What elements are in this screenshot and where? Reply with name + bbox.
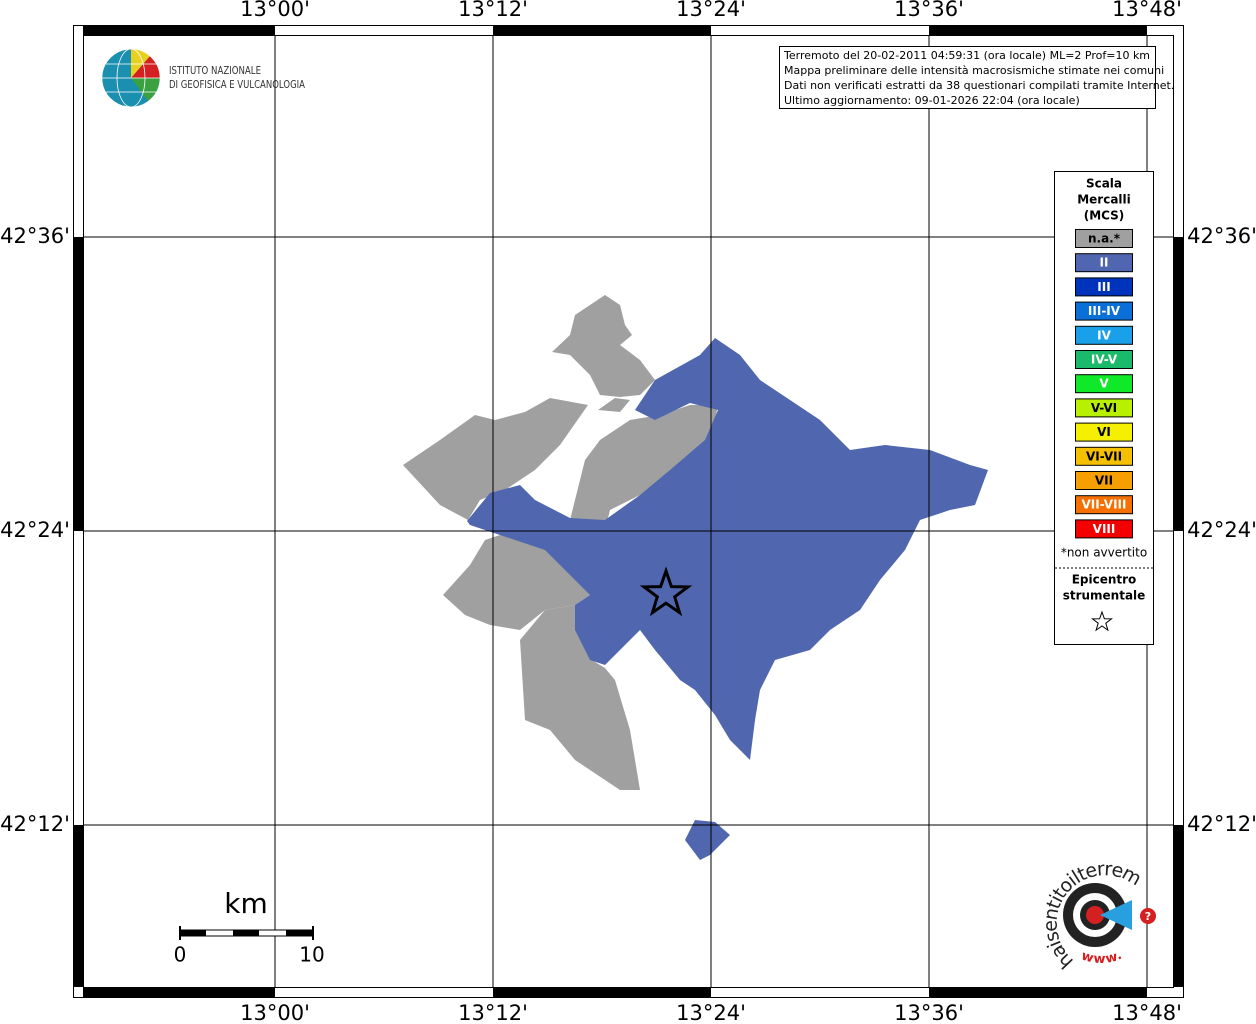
lon-label: 13°00'	[240, 0, 310, 21]
scale-label: 10	[299, 943, 324, 967]
legend-swatch	[1075, 398, 1133, 418]
epicenter-star	[639, 566, 693, 617]
region-na	[598, 398, 630, 412]
info-line: Mappa preliminare delle intensità macros…	[784, 64, 1164, 77]
legend-label: IV-V	[1091, 353, 1118, 367]
ingv-text: DI GEOFISICA E VULCANOLOGIA	[169, 78, 305, 91]
lat-label: 42°36'	[0, 224, 70, 248]
legend-swatch	[1075, 471, 1133, 490]
intensity-regions	[403, 295, 988, 860]
lat-label: 42°36'	[1187, 224, 1256, 248]
ingv-logo	[101, 48, 161, 108]
legend-swatch	[1075, 495, 1133, 515]
legend-label: VI-VII	[1086, 449, 1122, 463]
lat-label: 42°12'	[0, 812, 70, 836]
lon-label: 13°36'	[894, 0, 964, 21]
legend-label: V	[1099, 377, 1109, 391]
frame-inner	[83, 35, 1174, 988]
region-ii	[467, 338, 988, 760]
lat-label: 42°24'	[1187, 518, 1256, 542]
info-line: Dati non verificati estratti da 38 quest…	[784, 79, 1174, 92]
legend-swatch	[1075, 277, 1133, 297]
legend-note: *non avvertito	[1061, 546, 1147, 560]
legend-epicenter: Epicentro	[1072, 573, 1137, 587]
lat-label: 42°12'	[1187, 812, 1256, 836]
hsit-logo	[1063, 883, 1156, 947]
hsit-mark: ?	[1145, 910, 1151, 923]
scale-bar	[179, 926, 314, 940]
scale-unit: km	[224, 887, 268, 920]
lon-label: 13°24'	[676, 1001, 746, 1024]
region-na	[520, 605, 640, 790]
lat-label: 42°24'	[0, 518, 70, 542]
legend-swatch	[1075, 325, 1133, 345]
legend-star	[1091, 610, 1113, 632]
region-na	[552, 295, 655, 397]
frame-ticks	[74, 26, 1183, 997]
legend-swatch	[1075, 229, 1133, 248]
legend-label: II	[1100, 256, 1109, 270]
legend-label: VII-VIII	[1081, 498, 1126, 512]
legend-label: IV	[1097, 328, 1111, 342]
legend-epicenter: strumentale	[1063, 589, 1146, 603]
legend-title: (MCS)	[1084, 209, 1125, 223]
legend-swatch	[1075, 422, 1133, 442]
info-line: Terremoto del 20-02-2011 04:59:31 (ora l…	[783, 49, 1150, 62]
hsit-prefix: www.	[1080, 947, 1124, 966]
frame-outer	[73, 25, 1184, 998]
legend-label: VI	[1097, 425, 1111, 439]
hsit-prefix-path: www.	[1080, 947, 1124, 966]
legend-label: VIII	[1093, 522, 1116, 536]
region-na	[570, 405, 718, 530]
legend-swatch	[1075, 301, 1133, 321]
legend-label: III	[1097, 280, 1110, 294]
lon-label: 13°48'	[1112, 0, 1182, 21]
lon-label: 13°12'	[458, 1001, 528, 1024]
ingv-text: ISTITUTO NAZIONALE	[169, 64, 261, 77]
scale-label: 0	[174, 943, 187, 967]
legend-swatch	[1075, 253, 1133, 273]
legend-swatch	[1075, 374, 1133, 394]
lon-label: 13°24'	[676, 0, 746, 21]
legend-label: n.a.*	[1088, 232, 1121, 246]
lon-label: 13°36'	[894, 1001, 964, 1024]
legend-swatch	[1075, 519, 1133, 539]
legend-label: V-VI	[1091, 401, 1117, 415]
info-line: Ultimo aggiornamento: 09-01-2026 22:04 (…	[784, 94, 1080, 107]
legend-title: Mercalli	[1077, 193, 1131, 207]
region-na	[403, 398, 588, 520]
info-box	[779, 46, 1156, 109]
lon-label: 13°00'	[240, 1001, 310, 1024]
legend-label: VII	[1095, 474, 1113, 488]
legend-swatch	[1075, 350, 1133, 369]
lon-label: 13°48'	[1112, 1001, 1182, 1024]
region-ii	[685, 820, 730, 860]
legend: Scala Mercalli (MCS) *non avvertito Epic…	[1054, 171, 1154, 645]
legend-label: III-IV	[1088, 304, 1121, 318]
region-na	[443, 535, 590, 630]
lon-label: 13°12'	[458, 0, 528, 21]
legend-title: Scala	[1086, 177, 1122, 191]
legend-swatch	[1075, 446, 1133, 466]
